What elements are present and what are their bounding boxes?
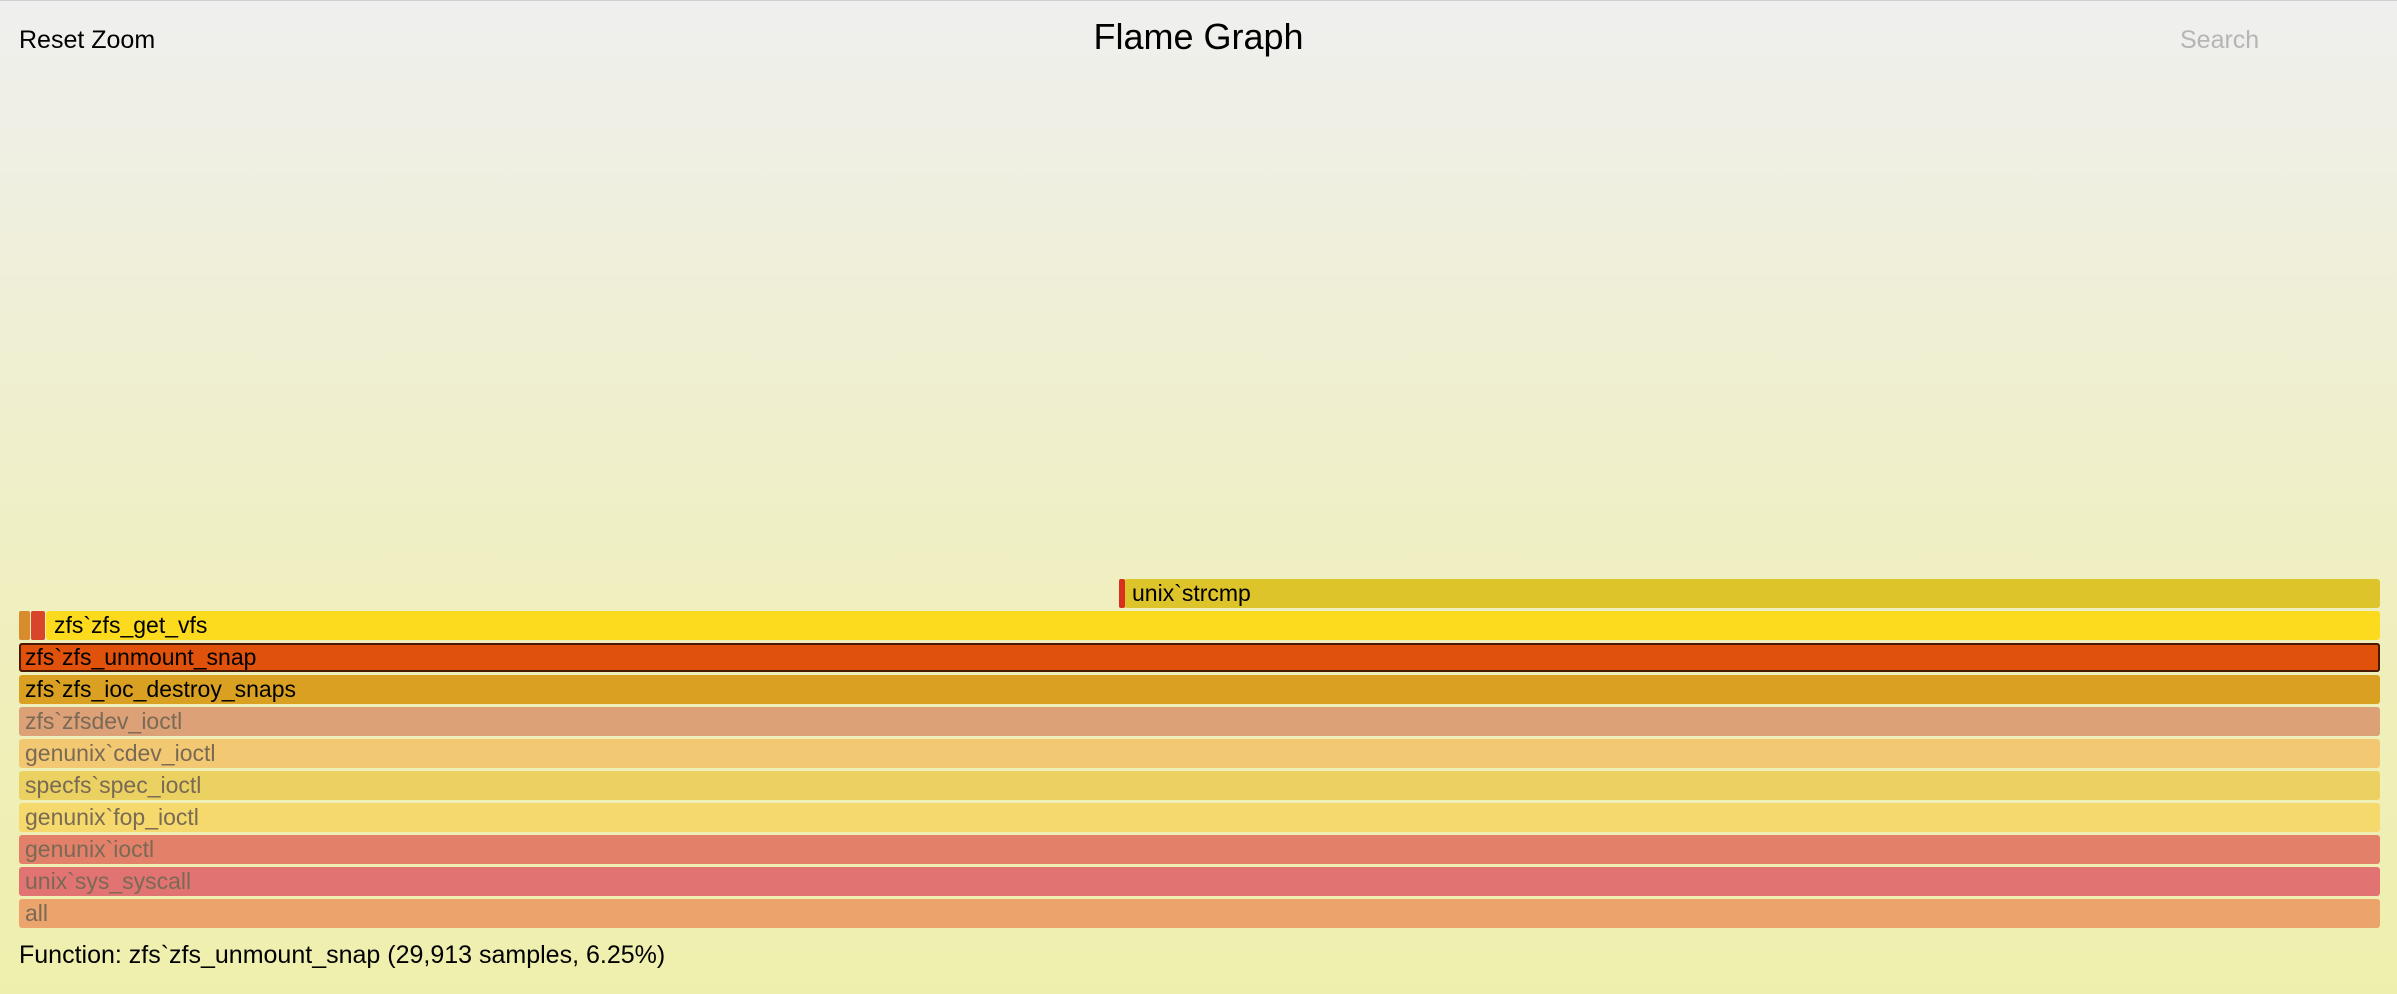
frame-specfs-spec-ioctl[interactable]: specfs`spec_ioctl bbox=[19, 771, 2380, 800]
frame-zfs-unmount-snap[interactable]: zfs`zfs_unmount_snap bbox=[19, 643, 2380, 672]
frame-unix-sys-syscall[interactable]: unix`sys_syscall bbox=[19, 867, 2380, 896]
frame-zfs-ioc-destroy-snaps[interactable]: zfs`zfs_ioc_destroy_snaps bbox=[19, 675, 2380, 704]
frame-get-vfs-child-2[interactable] bbox=[31, 611, 45, 640]
search-button[interactable]: Search bbox=[2180, 26, 2260, 54]
frame-strcmp-child[interactable] bbox=[1119, 579, 1125, 608]
frame-genunix-cdev-ioctl[interactable]: genunix`cdev_ioctl bbox=[19, 739, 2380, 768]
frame-zfs-get-vfs[interactable]: zfs`zfs_get_vfs bbox=[46, 611, 2380, 640]
frame-zfs-zfsdev-ioctl[interactable]: zfs`zfsdev_ioctl bbox=[19, 707, 2380, 736]
frame-genunix-ioctl[interactable]: genunix`ioctl bbox=[19, 835, 2380, 864]
frame-genunix-fop-ioctl[interactable]: genunix`fop_ioctl bbox=[19, 803, 2380, 832]
frame-get-vfs-child-1[interactable] bbox=[19, 611, 30, 640]
frame-all[interactable]: all bbox=[19, 899, 2380, 928]
reset-zoom-button[interactable]: Reset Zoom bbox=[19, 26, 156, 54]
page-title: Flame Graph bbox=[1093, 16, 1304, 57]
frame-unix-strcmp[interactable]: unix`strcmp bbox=[1124, 579, 2380, 608]
status-function-details: Function: zfs`zfs_unmount_snap (29,913 s… bbox=[19, 941, 666, 969]
